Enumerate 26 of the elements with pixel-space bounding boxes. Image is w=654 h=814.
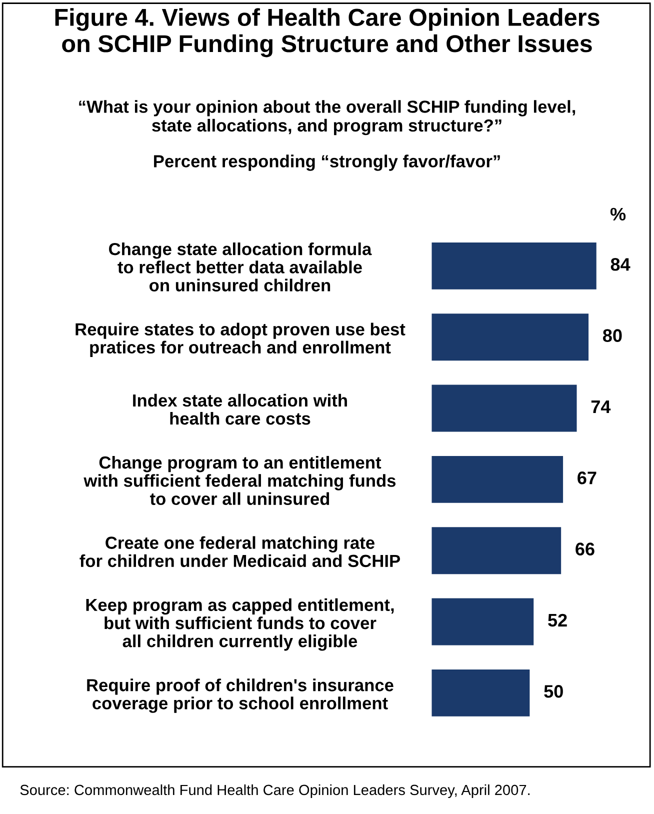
chart-subtitle: “What is your opinion about the overall SCHIP funding level, state allocations, and program structure?” (79, 100, 576, 136)
bar (432, 384, 577, 432)
bar (432, 314, 589, 361)
y-tick-label: Create one federal matching rate for children under Medicaid and SCHIP (80, 536, 400, 568)
source-note: Source: Commonwealth Fund Health Care Opinion Leaders Survey, April 2007. (20, 784, 530, 798)
y-tick-label: Change program to an entitlement with sufficient federal matching funds to cover all uninsured (84, 456, 396, 505)
data-label: 84 (610, 258, 630, 271)
bar (432, 456, 564, 503)
data-label: 74 (591, 400, 611, 413)
y-tick-label: Keep program as capped entitlement, but with sufficient funds to cover all children currently eligible (86, 598, 394, 651)
bar (432, 527, 562, 574)
text: % (610, 208, 626, 221)
y-tick-label: Require states to adopt proven use best pratices for outreach and enrollment (76, 322, 406, 357)
data-label: 52 (548, 614, 567, 627)
data-label: 67 (578, 472, 596, 484)
y-tick-label: Change state allocation formula to reflect better data available on uninsured children (109, 242, 372, 292)
bar (432, 242, 596, 290)
y-tick-label: Require proof of children's insurance coverage prior to school enrollment (87, 678, 394, 713)
data-label: 50 (544, 685, 563, 698)
data-label: 66 (576, 542, 594, 556)
y-tick-label: Index state allocation with health care costs (133, 394, 347, 425)
text: Percent responding “strongly favor/favor” (154, 154, 500, 171)
chart-title: Figure 4. Views of Health Care Opinion Leaders on SCHIP Funding Structure and Other Issues (55, 8, 600, 58)
bar (432, 669, 530, 716)
data-label: 80 (602, 329, 622, 342)
bar (432, 598, 534, 646)
